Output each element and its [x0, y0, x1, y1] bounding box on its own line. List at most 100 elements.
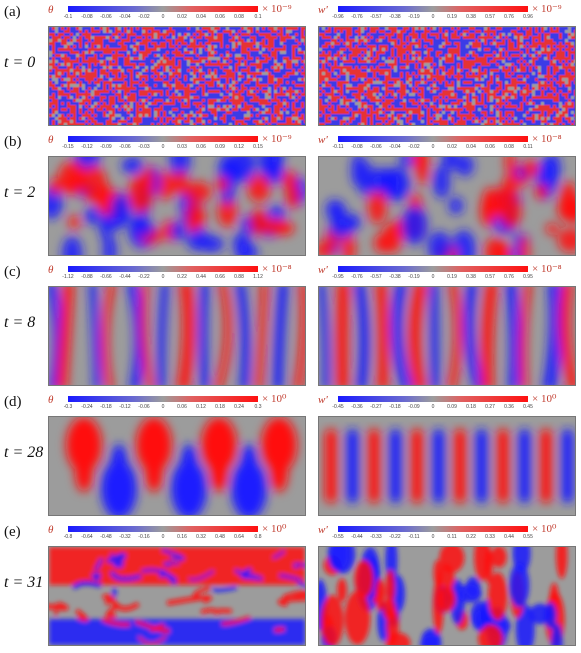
- colorbar-tick: -0.64: [81, 534, 93, 540]
- colorbar-tick: -0.3: [63, 404, 73, 410]
- scale-label: × 10⁰: [532, 523, 557, 535]
- colorbar-tick: -0.04: [389, 144, 401, 150]
- colorbar-tick: 0.57: [485, 14, 495, 20]
- colorbar-tick: -0.44: [119, 274, 131, 280]
- colorbar-tick: -0.38: [389, 274, 401, 280]
- w-panel: w' × 10⁰ -0.55 -0.44 -0.33 -0.22 -0.11 0 0.11 0.2…: [318, 523, 576, 648]
- colorbar-tick: 0.19: [447, 14, 457, 20]
- colorbar-tick: 0.04: [466, 144, 476, 150]
- variable-label: θ: [48, 524, 54, 536]
- variable-label: w': [318, 264, 328, 276]
- colorbar-gradient: [68, 266, 258, 272]
- colorbar-gradient: [338, 6, 528, 12]
- colorbar-tick: 0.18: [215, 404, 225, 410]
- colorbar-tick: 0.44: [504, 534, 514, 540]
- colorbar-tick: -0.22: [389, 534, 401, 540]
- figure-row: (c) t = 8 θ × 10⁻⁸ -1.12 -0.88 -0.66 -0.44 -0.22…: [0, 262, 581, 392]
- variable-label: w': [318, 134, 328, 146]
- scale-label: × 10⁰: [532, 393, 557, 405]
- colorbar-tick: -0.45: [332, 404, 344, 410]
- w-panel: w' × 10⁰ -0.45 -0.36 -0.27 -0.18 -0.09 0 0.09 0.1…: [318, 393, 576, 518]
- colorbar-gradient: [68, 526, 258, 532]
- colorbar-tick: 0.11: [523, 144, 533, 150]
- colorbar-tick: -0.76: [351, 14, 363, 20]
- colorbar-tick: 0.45: [523, 404, 533, 410]
- theta-panel: θ × 10⁻⁸ -1.12 -0.88 -0.66 -0.44 -0.22 0 0.22 0.4…: [48, 263, 306, 388]
- colorbar-gradient: [68, 6, 258, 12]
- colorbar-tick: 1.12: [253, 274, 263, 280]
- panel-label: (e): [4, 524, 21, 540]
- colorbar-tick: 0.08: [504, 144, 514, 150]
- colorbar-tick: -0.36: [351, 404, 363, 410]
- colorbar-tick: 0.03: [177, 144, 187, 150]
- panel-label: (c): [4, 264, 21, 280]
- colorbar-tick: -0.06: [138, 404, 150, 410]
- colorbar-tick: 0.57: [485, 274, 495, 280]
- w-panel: w' × 10⁻⁹ -0.96 -0.76 -0.57 -0.38 -0.19 0 0.19 0.…: [318, 3, 576, 128]
- colorbar-tick: -0.18: [389, 404, 401, 410]
- colorbar-tick: 0: [431, 144, 435, 150]
- colorbar-tick: 0.09: [447, 404, 457, 410]
- colorbar-tick: -0.18: [100, 404, 112, 410]
- colorbar-tick: 0: [161, 274, 165, 280]
- colorbar-tick: 0.24: [234, 404, 244, 410]
- colorbar-gradient: [338, 266, 528, 272]
- colorbar-tick: -0.33: [370, 534, 382, 540]
- colorbar: w' × 10⁰ -0.55 -0.44 -0.33 -0.22 -0.11 0 0.11 0.2…: [318, 523, 576, 544]
- colorbar-tick: 0.88: [234, 274, 244, 280]
- colorbar-tick: 0.8: [254, 534, 262, 540]
- colorbar-tick: 0.04: [196, 14, 206, 20]
- scale-label: × 10⁻⁸: [532, 133, 562, 145]
- colorbar-tick: 0: [431, 404, 435, 410]
- colorbar-tick: 0.06: [485, 144, 495, 150]
- colorbar-gradient: [68, 136, 258, 142]
- colorbar-tick: -0.02: [408, 144, 420, 150]
- colorbar-tick: -0.09: [408, 404, 420, 410]
- colorbar-tick: 0.08: [234, 14, 244, 20]
- field-plot: [48, 286, 306, 386]
- colorbar-tick: -0.15: [62, 144, 74, 150]
- theta-panel: θ × 10⁻⁹ -0.15 -0.12 -0.09 -0.06 -0.03 0 0.03 0.0…: [48, 133, 306, 258]
- colorbar-tick: 0.32: [196, 534, 206, 540]
- time-label: t = 2: [4, 184, 36, 201]
- variable-label: θ: [48, 134, 54, 146]
- colorbar-tick: -0.12: [81, 144, 93, 150]
- field-plot: [48, 26, 306, 126]
- colorbar-tick: 0.66: [215, 274, 225, 280]
- colorbar-tick: 0.38: [466, 274, 476, 280]
- scale-label: × 10⁰: [262, 393, 287, 405]
- colorbar-tick: -0.03: [138, 144, 150, 150]
- colorbar-tick: 0: [431, 534, 435, 540]
- field-plot: [48, 416, 306, 516]
- colorbar-tick: 0.64: [234, 534, 244, 540]
- colorbar-tick: 0.44: [196, 274, 206, 280]
- colorbar-tick: 0.1: [254, 14, 262, 20]
- colorbar-tick: 0.27: [485, 404, 495, 410]
- colorbar-tick: 0.12: [196, 404, 206, 410]
- colorbar-tick: -0.02: [138, 14, 150, 20]
- colorbar-tick: 0.19: [447, 274, 457, 280]
- colorbar-tick: -0.09: [100, 144, 112, 150]
- variable-label: w': [318, 524, 328, 536]
- colorbar: θ × 10⁻⁸ -1.12 -0.88 -0.66 -0.44 -0.22 0 0.22 0.4…: [48, 263, 306, 284]
- figure-row: (a) t = 0 θ × 10⁻⁹ -0.1 -0.08 -0.06 -0.04 -0.02 0…: [0, 2, 581, 132]
- colorbar-tick: -0.04: [119, 14, 131, 20]
- panel-label: (a): [4, 4, 21, 20]
- colorbar-tick: 0.36: [504, 404, 514, 410]
- colorbar: w' × 10⁻⁸ -0.95 -0.76 -0.57 -0.38 -0.19 0 0.19 0.…: [318, 263, 576, 284]
- colorbar-tick: 0.76: [504, 14, 514, 20]
- colorbar-tick: 0.02: [447, 144, 457, 150]
- scale-label: × 10⁻⁹: [532, 3, 562, 15]
- colorbar: θ × 10⁰ -0.8 -0.64 -0.48 -0.32 -0.16 0 0.16 0.32 0…: [48, 523, 306, 544]
- colorbar-tick: -0.44: [351, 534, 363, 540]
- colorbar-tick: 0: [161, 404, 165, 410]
- variable-label: θ: [48, 264, 54, 276]
- colorbar-tick: -0.12: [119, 404, 131, 410]
- colorbar-tick: 0: [161, 144, 165, 150]
- field-plot: [48, 546, 306, 646]
- colorbar-tick: 0.96: [523, 14, 533, 20]
- theta-panel: θ × 10⁰ -0.8 -0.64 -0.48 -0.32 -0.16 0 0.16 0.32 0…: [48, 523, 306, 648]
- colorbar: w' × 10⁻⁸ -0.11 -0.08 -0.06 -0.04 -0.02 0 0.02 0.…: [318, 133, 576, 154]
- colorbar-tick: -0.19: [408, 274, 420, 280]
- figure-row: (b) t = 2 θ × 10⁻⁹ -0.15 -0.12 -0.09 -0.06 -0.03…: [0, 132, 581, 262]
